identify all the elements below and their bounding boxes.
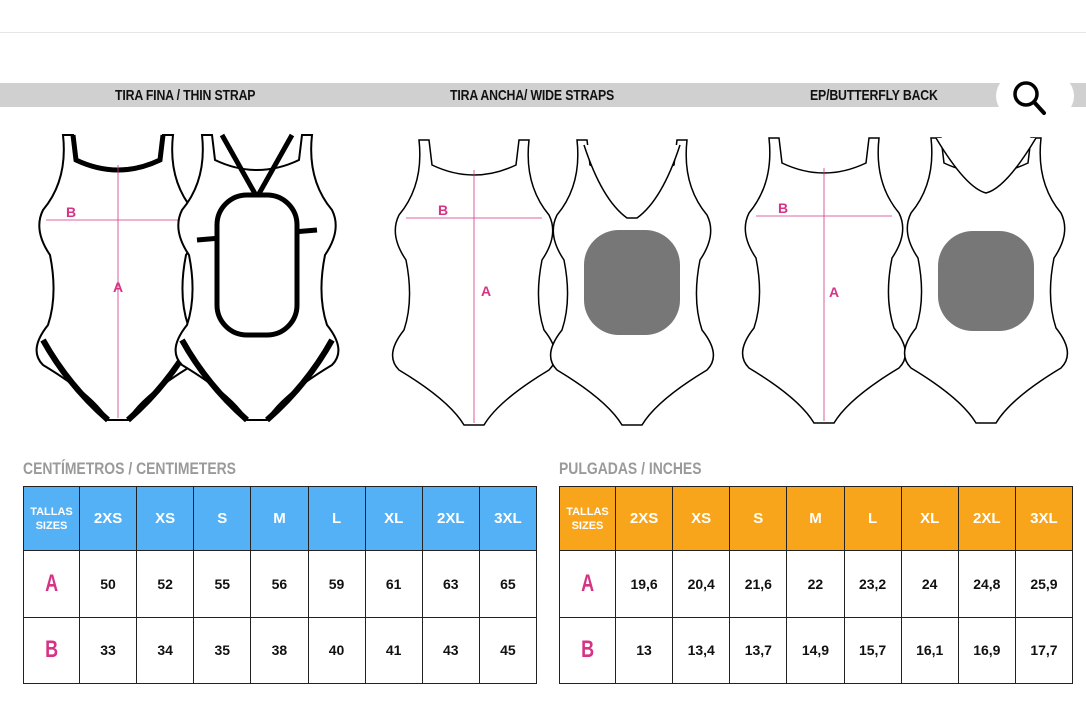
butterfly-back [903,137,1069,424]
table-row: B 33 34 35 38 40 41 43 45 [23,616,538,684]
size-header: XS [672,486,731,551]
table-cell: 56 [250,550,309,618]
top-divider [0,32,1086,33]
size-header: L [307,486,366,551]
sizes-corner: TALLAS SIZES [23,486,80,551]
table-cell: 24,8 [957,550,1016,618]
size-header: 3XL [1014,486,1074,551]
table-cell: 13,4 [672,616,731,684]
table-cell: 23,2 [843,550,902,618]
table-cell: 55 [193,550,252,618]
wide-straps-back [549,139,715,426]
zoom-image-button[interactable] [996,74,1074,118]
wide-straps-front [391,139,557,426]
size-header-row: TALLAS SIZES 2XS XS S M L XL 2XL 3XL [23,486,538,551]
size-header: XL [900,486,959,551]
size-header: M [250,486,309,551]
inches-table: TALLAS SIZES 2XS XS S M L XL 2XL 3XL A 19,6 20,4 21,6… [559,486,1074,684]
header-butterfly-back: EP/BUTTERFLY BACK [810,87,938,104]
butterfly-front [741,137,907,424]
measure-label: A [559,550,616,618]
size-header: 2XS [614,486,674,551]
table-row: B 13 13,4 13,7 14,9 15,7 16,1 16,9 17,7 [559,616,1074,684]
table-cell: 24 [900,550,959,618]
table-cell: 16,1 [900,616,959,684]
table-cell: 13,7 [729,616,788,684]
table-cell: 33 [78,616,138,684]
table-cell: 19,6 [614,550,674,618]
table-cell: 25,9 [1014,550,1074,618]
table-cell: 41 [364,616,423,684]
size-header-row: TALLAS SIZES 2XS XS S M L XL 2XL 3XL [559,486,1074,551]
label-a: A [829,284,839,300]
table-cell: 21,6 [729,550,788,618]
table-row: A 50 52 55 56 59 61 63 65 [23,550,538,618]
size-header: 2XL [421,486,480,551]
centimeters-table: TALLAS SIZES 2XS XS S M L XL 2XL 3XL A 50 52 55 56 59 61… [23,486,538,684]
table-cell: 35 [193,616,252,684]
thin-strap-front [35,134,201,423]
table-cell: 63 [421,550,480,618]
magnifier-icon [1013,81,1046,115]
size-header: 2XL [957,486,1016,551]
table-cell: 38 [250,616,309,684]
table-cell: 59 [307,550,366,618]
header-thin-strap: TIRA FINA / THIN STRAP [115,87,256,104]
measure-label: A [23,550,80,618]
header-wide-straps: TIRA ANCHA/ WIDE STRAPS [450,87,615,104]
style-header-band: TIRA FINA / THIN STRAP TIRA ANCHA/ WIDE … [0,83,1086,107]
size-header: M [786,486,845,551]
table-cell: 50 [78,550,138,618]
label-a: A [481,283,491,299]
measure-label: B [559,616,616,684]
table-cell: 20,4 [672,550,731,618]
table-cell: 13 [614,616,674,684]
size-header: S [729,486,788,551]
label-b: B [66,204,76,220]
label-b: B [438,202,448,218]
table-cell: 43 [421,616,480,684]
table-cell: 16,9 [957,616,1016,684]
label-b: B [778,200,788,216]
table-cell: 61 [364,550,423,618]
label-a: A [113,279,123,295]
table-cell: 52 [136,550,195,618]
table-cell: 22 [786,550,845,618]
table-cell: 14,9 [786,616,845,684]
sizes-corner: TALLAS SIZES [559,486,616,551]
size-header: XL [364,486,423,551]
table-cell: 15,7 [843,616,902,684]
table-cell: 40 [307,616,366,684]
thin-strap-back [174,133,340,423]
table-cell: 45 [478,616,538,684]
table-cell: 65 [478,550,538,618]
table-cell: 17,7 [1014,616,1074,684]
centimeters-title: CENTÍMETROS / CENTIMETERS [23,459,236,478]
size-header: XS [136,486,195,551]
size-header: 3XL [478,486,538,551]
table-row: A 19,6 20,4 21,6 22 23,2 24 24,8 25,9 [559,550,1074,618]
inches-title: PULGADAS / INCHES [559,459,702,478]
size-header: L [843,486,902,551]
size-header: 2XS [78,486,138,551]
size-header: S [193,486,252,551]
measure-label: B [23,616,80,684]
table-cell: 34 [136,616,195,684]
